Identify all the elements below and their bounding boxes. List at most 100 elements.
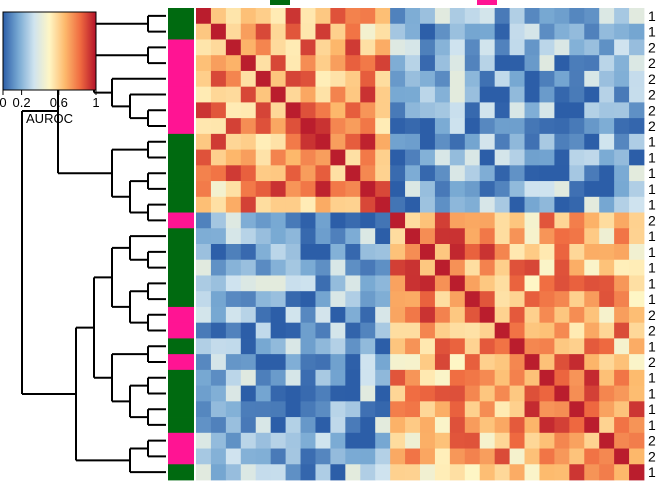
heatmap-cell (554, 70, 570, 88)
heatmap-cell (434, 432, 451, 449)
heatmap-cell (554, 306, 570, 324)
heatmap-cell (375, 181, 391, 198)
group-annotation-cell (168, 181, 194, 198)
heatmap-cell (479, 369, 496, 386)
heatmap-cell (479, 306, 496, 324)
heatmap-cell (240, 432, 257, 449)
heatmap-cell (375, 417, 391, 434)
heatmap-cell (345, 212, 361, 229)
heatmap-cell (420, 228, 436, 245)
heatmap-cell (614, 165, 630, 182)
heatmap-cell (240, 354, 257, 371)
heatmap-cell (449, 149, 466, 166)
group-annotation-cell (168, 133, 194, 150)
heatmap-cell (464, 464, 481, 481)
heatmap-cell (449, 291, 466, 308)
heatmap-cell (360, 102, 376, 119)
heatmap-cell (390, 244, 406, 261)
heatmap-cell (345, 228, 361, 245)
heatmap-cell (405, 39, 421, 56)
heatmap-cell (554, 259, 570, 276)
heatmap-cell (285, 338, 301, 355)
group-annotation-cell (168, 322, 194, 339)
heatmap-cell (255, 448, 272, 465)
heatmap-cell (554, 464, 570, 481)
heatmap-cell (390, 432, 406, 449)
heatmap-cell (196, 149, 212, 166)
heatmap-cell (420, 448, 436, 465)
heatmap-cell (345, 448, 361, 465)
heatmap-cell (315, 118, 331, 135)
row-label: 2 (648, 71, 656, 87)
heatmap-cell (360, 291, 376, 308)
heatmap-cell (494, 417, 510, 434)
heatmap-cell (285, 102, 301, 119)
heatmap-cell (554, 275, 570, 292)
heatmap-cell (315, 181, 331, 198)
heatmap-cell (524, 102, 540, 119)
heatmap-cell (509, 244, 525, 261)
heatmap-cell (315, 401, 331, 418)
heatmap-cell (315, 55, 331, 72)
group-annotation-cell (168, 86, 194, 103)
heatmap-cell (196, 212, 212, 229)
heatmap-cell (599, 181, 615, 198)
heatmap-cell (464, 149, 481, 166)
heatmap-cell (554, 133, 570, 150)
heatmap-cell (494, 212, 510, 229)
heatmap-cell (390, 401, 406, 418)
heatmap-cell (196, 165, 212, 182)
heatmap-cell (300, 118, 316, 135)
heatmap-cell (240, 291, 257, 308)
heatmap-cell (629, 401, 645, 418)
heatmap-cell (629, 291, 645, 308)
heatmap-cell (375, 322, 391, 339)
heatmap-cell (599, 464, 615, 481)
heatmap-cell (360, 448, 376, 465)
heatmap-cell (330, 354, 346, 371)
heatmap-cell (225, 149, 242, 166)
group-annotation-cell (168, 55, 194, 72)
heatmap-cell (210, 432, 227, 449)
heatmap-cell (614, 118, 630, 135)
heatmap-cell (315, 275, 331, 292)
heatmap-cell (614, 354, 630, 371)
heatmap-cell (464, 338, 481, 355)
heatmap-cell (345, 149, 361, 166)
heatmap-cell (554, 165, 570, 182)
heatmap-cell (255, 275, 272, 292)
heatmap-cell (225, 354, 242, 371)
heatmap-cell (449, 55, 466, 72)
heatmap-cell (464, 118, 481, 135)
heatmap-cell (330, 291, 346, 308)
heatmap-cell (255, 354, 272, 371)
group-annotation-cell (168, 118, 194, 135)
heatmap-cell (405, 212, 421, 229)
heatmap-cell (390, 322, 406, 339)
heatmap-cell (629, 417, 645, 434)
heatmap-cell (270, 39, 286, 56)
heatmap-cell (524, 165, 540, 182)
heatmap-cell (584, 448, 600, 465)
row-label: 1 (648, 244, 656, 260)
heatmap-cell (479, 165, 496, 182)
heatmap-cell (270, 102, 286, 119)
heatmap-cell (300, 244, 316, 261)
heatmap-cell (315, 259, 331, 276)
heatmap-cell (464, 196, 481, 213)
heatmap-cell (554, 39, 570, 56)
heatmap-cell (434, 401, 451, 418)
heatmap-cell (225, 338, 242, 355)
heatmap-cell (479, 244, 496, 261)
heatmap-cell (494, 39, 510, 56)
heatmap-cell (255, 212, 272, 229)
heatmap-cell (300, 86, 316, 103)
heatmap-cell (330, 338, 346, 355)
heatmap-cell (420, 369, 436, 386)
heatmap-cell (420, 417, 436, 434)
heatmap-cell (599, 70, 615, 88)
heatmap-cell (524, 118, 540, 135)
heatmap-cell (225, 228, 242, 245)
heatmap-cell (434, 338, 451, 355)
group-annotation-cell (168, 39, 194, 56)
